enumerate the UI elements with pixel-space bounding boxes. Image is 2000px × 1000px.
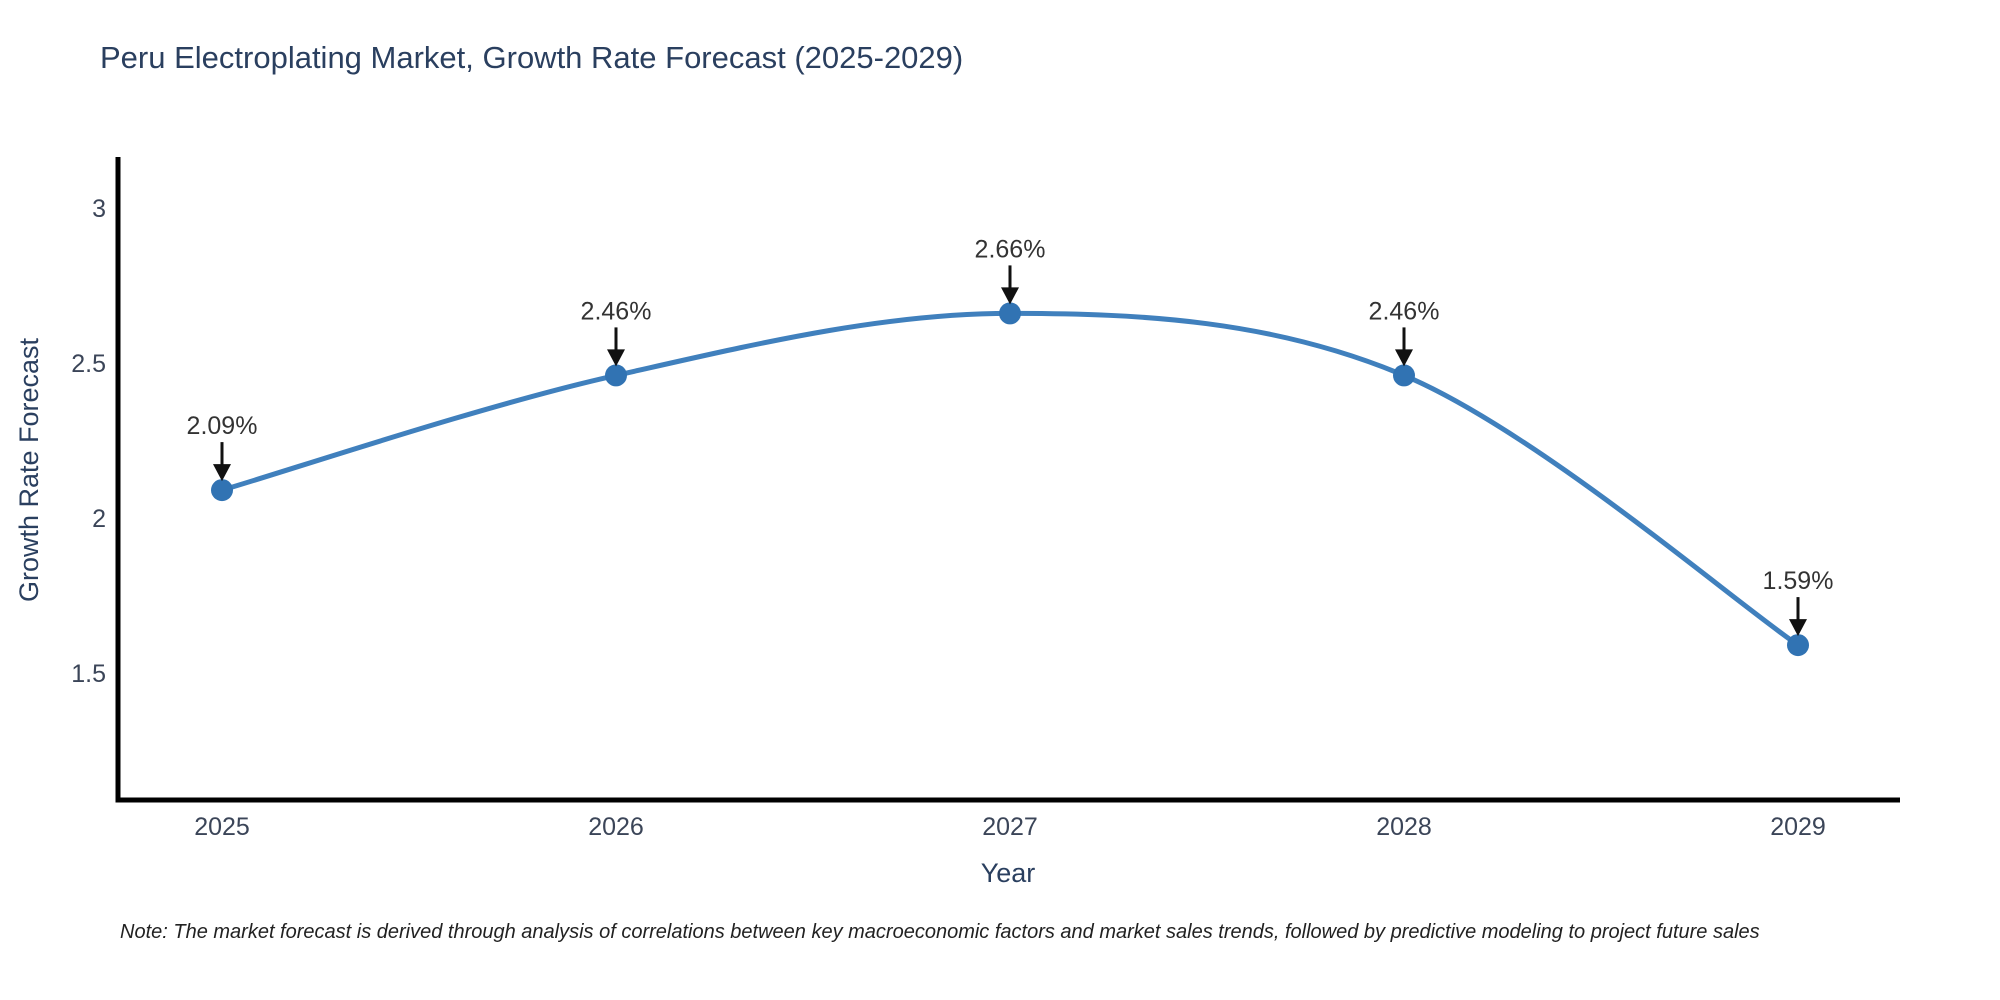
annotation-arrow-head — [1395, 349, 1413, 367]
data-point-2025 — [211, 479, 233, 502]
annotation-arrow-head — [607, 349, 625, 367]
annotation-arrow-head — [213, 464, 231, 482]
y-tick-label: 1.5 — [71, 660, 106, 688]
y-tick-label: 3 — [92, 195, 106, 223]
data-point-2027 — [999, 302, 1021, 325]
point-value-label: 1.59% — [1763, 567, 1834, 595]
point-value-label: 2.09% — [187, 412, 258, 440]
point-value-label: 2.46% — [1369, 297, 1440, 325]
data-point-2026 — [605, 364, 627, 387]
data-point-2029 — [1787, 634, 1809, 657]
point-value-label: 2.66% — [975, 235, 1046, 263]
point-value-label: 2.46% — [581, 297, 652, 325]
x-tick-label: 2027 — [982, 813, 1038, 841]
data-point-2028 — [1393, 364, 1415, 387]
annotation-arrow-head — [1001, 287, 1019, 305]
annotation-arrow-head — [1789, 619, 1807, 637]
series-line — [219, 310, 1801, 648]
x-tick-label: 2025 — [194, 813, 250, 841]
chart-title: Peru Electroplating Market, Growth Rate … — [100, 40, 964, 75]
footnote: Note: The market forecast is derived thr… — [120, 921, 1760, 943]
x-axis-title: Year — [980, 858, 1036, 888]
y-axis-title: Growth Rate Forecast — [14, 337, 44, 603]
x-tick-label: 2028 — [1376, 813, 1432, 841]
x-tick-label: 2029 — [1770, 813, 1826, 841]
y-tick-label: 2.5 — [71, 350, 106, 378]
x-tick-label: 2026 — [588, 813, 644, 841]
y-tick-label: 2 — [92, 505, 106, 533]
